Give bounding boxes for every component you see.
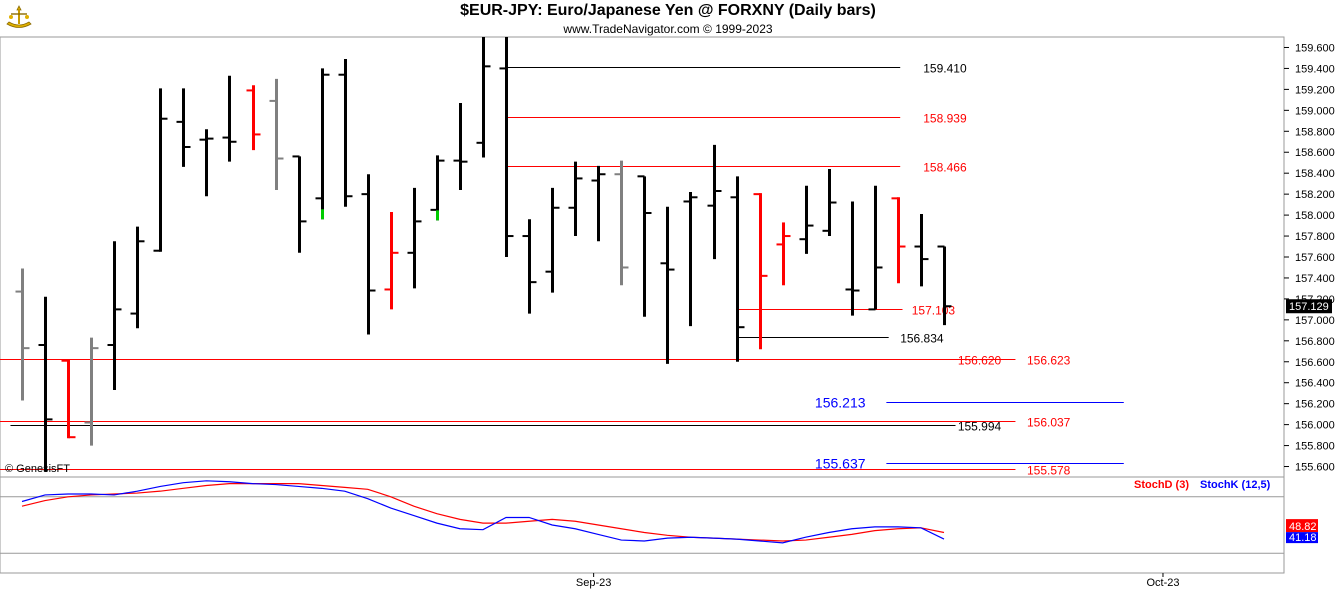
price-bar (269, 78, 284, 190)
price-bar (683, 192, 698, 327)
price-bar (61, 359, 76, 439)
price-bar (84, 337, 99, 446)
price-bar (292, 155, 307, 253)
level-label: 158.466 (923, 161, 967, 175)
last-price-badge (1286, 299, 1332, 314)
price-bar (153, 88, 168, 252)
price-tick-label: 159.600 (1295, 42, 1335, 54)
level-label: 155.994 (958, 420, 1002, 434)
price-bar (222, 75, 237, 162)
price-tick-label: 155.600 (1295, 462, 1335, 474)
level-label: 155.637 (815, 456, 866, 472)
level-label: 156.620 (958, 354, 1002, 368)
price-bar (822, 169, 837, 237)
price-bar (176, 88, 191, 167)
price-bar (591, 165, 606, 242)
price-bar (130, 226, 145, 329)
time-tick-label: Sep-23 (576, 577, 611, 589)
stochD-badge (1286, 519, 1318, 533)
price-bar (660, 206, 675, 364)
price-tick-label: 158.600 (1295, 147, 1335, 159)
price-tick-label: 156.600 (1295, 357, 1335, 369)
price-tick-label: 156.400 (1295, 378, 1335, 390)
price-tick-label: 156.200 (1295, 399, 1335, 411)
price-bar (914, 214, 929, 287)
price-tick-label: 159.200 (1295, 84, 1335, 96)
level-label: 158.939 (923, 112, 967, 126)
legend-stochK: StochK (12,5) (1200, 479, 1271, 491)
price-bar (361, 174, 376, 335)
price-tick-label: 159.400 (1295, 63, 1335, 75)
price-tick-label: 158.400 (1295, 168, 1335, 180)
price-plot-area (0, 36, 1285, 478)
price-bar (707, 144, 722, 260)
price-tick-label: 156.000 (1295, 420, 1335, 432)
price-bar (315, 68, 330, 220)
stoch-plot-area (0, 476, 1285, 574)
stoch-series-line (21, 480, 945, 544)
price-bar (499, 37, 514, 257)
last-price-label: 157.129 (1289, 301, 1329, 313)
chart-title: $EUR-JPY: Euro/Japanese Yen @ FORXNY (Da… (460, 2, 876, 19)
chart-subtitle: www.TradeNavigator.com © 1999-2023 (563, 22, 773, 36)
price-bar (891, 197, 906, 284)
price-tick-label: 156.800 (1295, 336, 1335, 348)
price-bar (568, 161, 583, 237)
price-bar (522, 219, 537, 314)
price-bar (868, 185, 883, 311)
price-bar (15, 268, 30, 401)
price-bar (38, 296, 53, 472)
price-bar (338, 59, 353, 207)
price-bar (453, 103, 468, 190)
price-bar (614, 160, 629, 286)
level-label: 156.037 (1027, 416, 1071, 430)
price-bar (776, 222, 791, 286)
price-tick-label: 158.000 (1295, 210, 1335, 222)
level-label: 159.410 (923, 62, 967, 76)
price-tick-label: 157.400 (1295, 273, 1335, 285)
price-bar (199, 129, 214, 197)
price-bar (107, 241, 122, 391)
price-bar (545, 187, 560, 293)
watermark-text: © GenesisFT (5, 463, 70, 475)
price-bar (730, 176, 745, 362)
time-axis: Sep-23 Oct-23 (576, 573, 1179, 589)
legend-stochD: StochD (3) (1134, 479, 1189, 491)
price-bars (15, 37, 952, 472)
price-tick-label: 155.800 (1295, 441, 1335, 453)
price-tick-label: 159.000 (1295, 105, 1335, 117)
level-label: 156.834 (900, 332, 944, 346)
level-label: 155.578 (1027, 464, 1071, 478)
level-label: 156.213 (815, 395, 866, 411)
app-logo-icon (6, 5, 32, 28)
stochK-badge (1286, 532, 1318, 544)
level-label: 156.623 (1027, 354, 1071, 368)
price-tick-label: 158.800 (1295, 126, 1335, 138)
price-bar (430, 155, 445, 221)
stochD-value: 48.82 (1289, 521, 1317, 533)
price-axis: 155.600 155.800 156.000 156.200 156.400 156.6… (1284, 42, 1335, 474)
price-bar (799, 185, 814, 254)
price-bar (937, 245, 952, 326)
price-bar (753, 193, 768, 350)
price-bar (845, 201, 860, 316)
price-bar (637, 175, 652, 317)
price-bar (476, 37, 491, 158)
price-bar (246, 85, 261, 151)
price-tick-label: 157.000 (1295, 315, 1335, 327)
price-tick-label: 157.800 (1295, 231, 1335, 243)
stochK-value: 41.18 (1289, 532, 1317, 544)
time-tick-label: Oct-23 (1146, 577, 1179, 589)
price-bar (407, 187, 422, 289)
price-tick-label: 157.600 (1295, 252, 1335, 264)
price-tick-label: 158.200 (1295, 189, 1335, 201)
price-bar (384, 211, 399, 310)
